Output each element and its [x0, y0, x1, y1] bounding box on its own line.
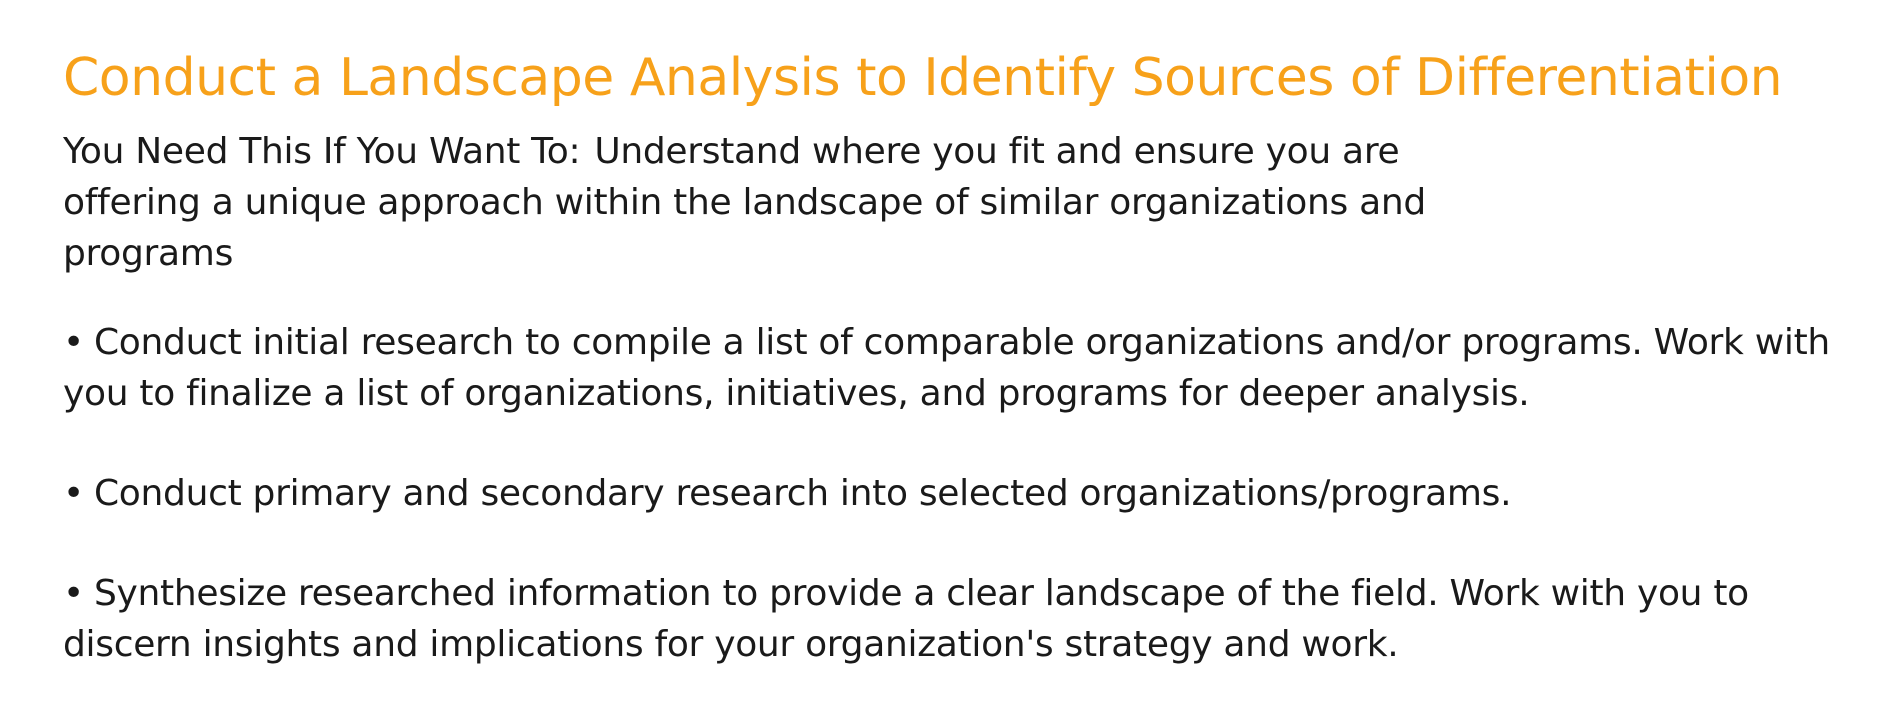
bullet-dot: •: [63, 322, 84, 363]
bullet-dot: •: [63, 573, 84, 614]
intro-paragraph: You Need This If You Want To: Understand …: [63, 126, 1543, 279]
list-item-text: Conduct primary and secondary research i…: [93, 473, 1512, 514]
list-item: • Synthesize researched information to pr…: [63, 568, 1843, 670]
list-item-text: Synthesize researched information to pro…: [63, 573, 1749, 665]
bullet-dot: •: [63, 473, 84, 514]
page: Conduct a Landscape Analysis to Identify…: [63, 0, 1843, 670]
list-item: • Conduct initial research to compile a l…: [63, 317, 1843, 419]
intro-lead: You Need This If You Want To:: [63, 131, 581, 172]
intro-text: Understand where you fit and ensure you …: [63, 131, 1426, 274]
bullet-list: • Conduct initial research to compile a l…: [63, 317, 1843, 670]
list-item-text: Conduct initial research to compile a li…: [63, 322, 1830, 414]
list-item: • Conduct primary and secondary research …: [63, 468, 1843, 519]
page-title: Conduct a Landscape Analysis to Identify…: [63, 48, 1783, 108]
